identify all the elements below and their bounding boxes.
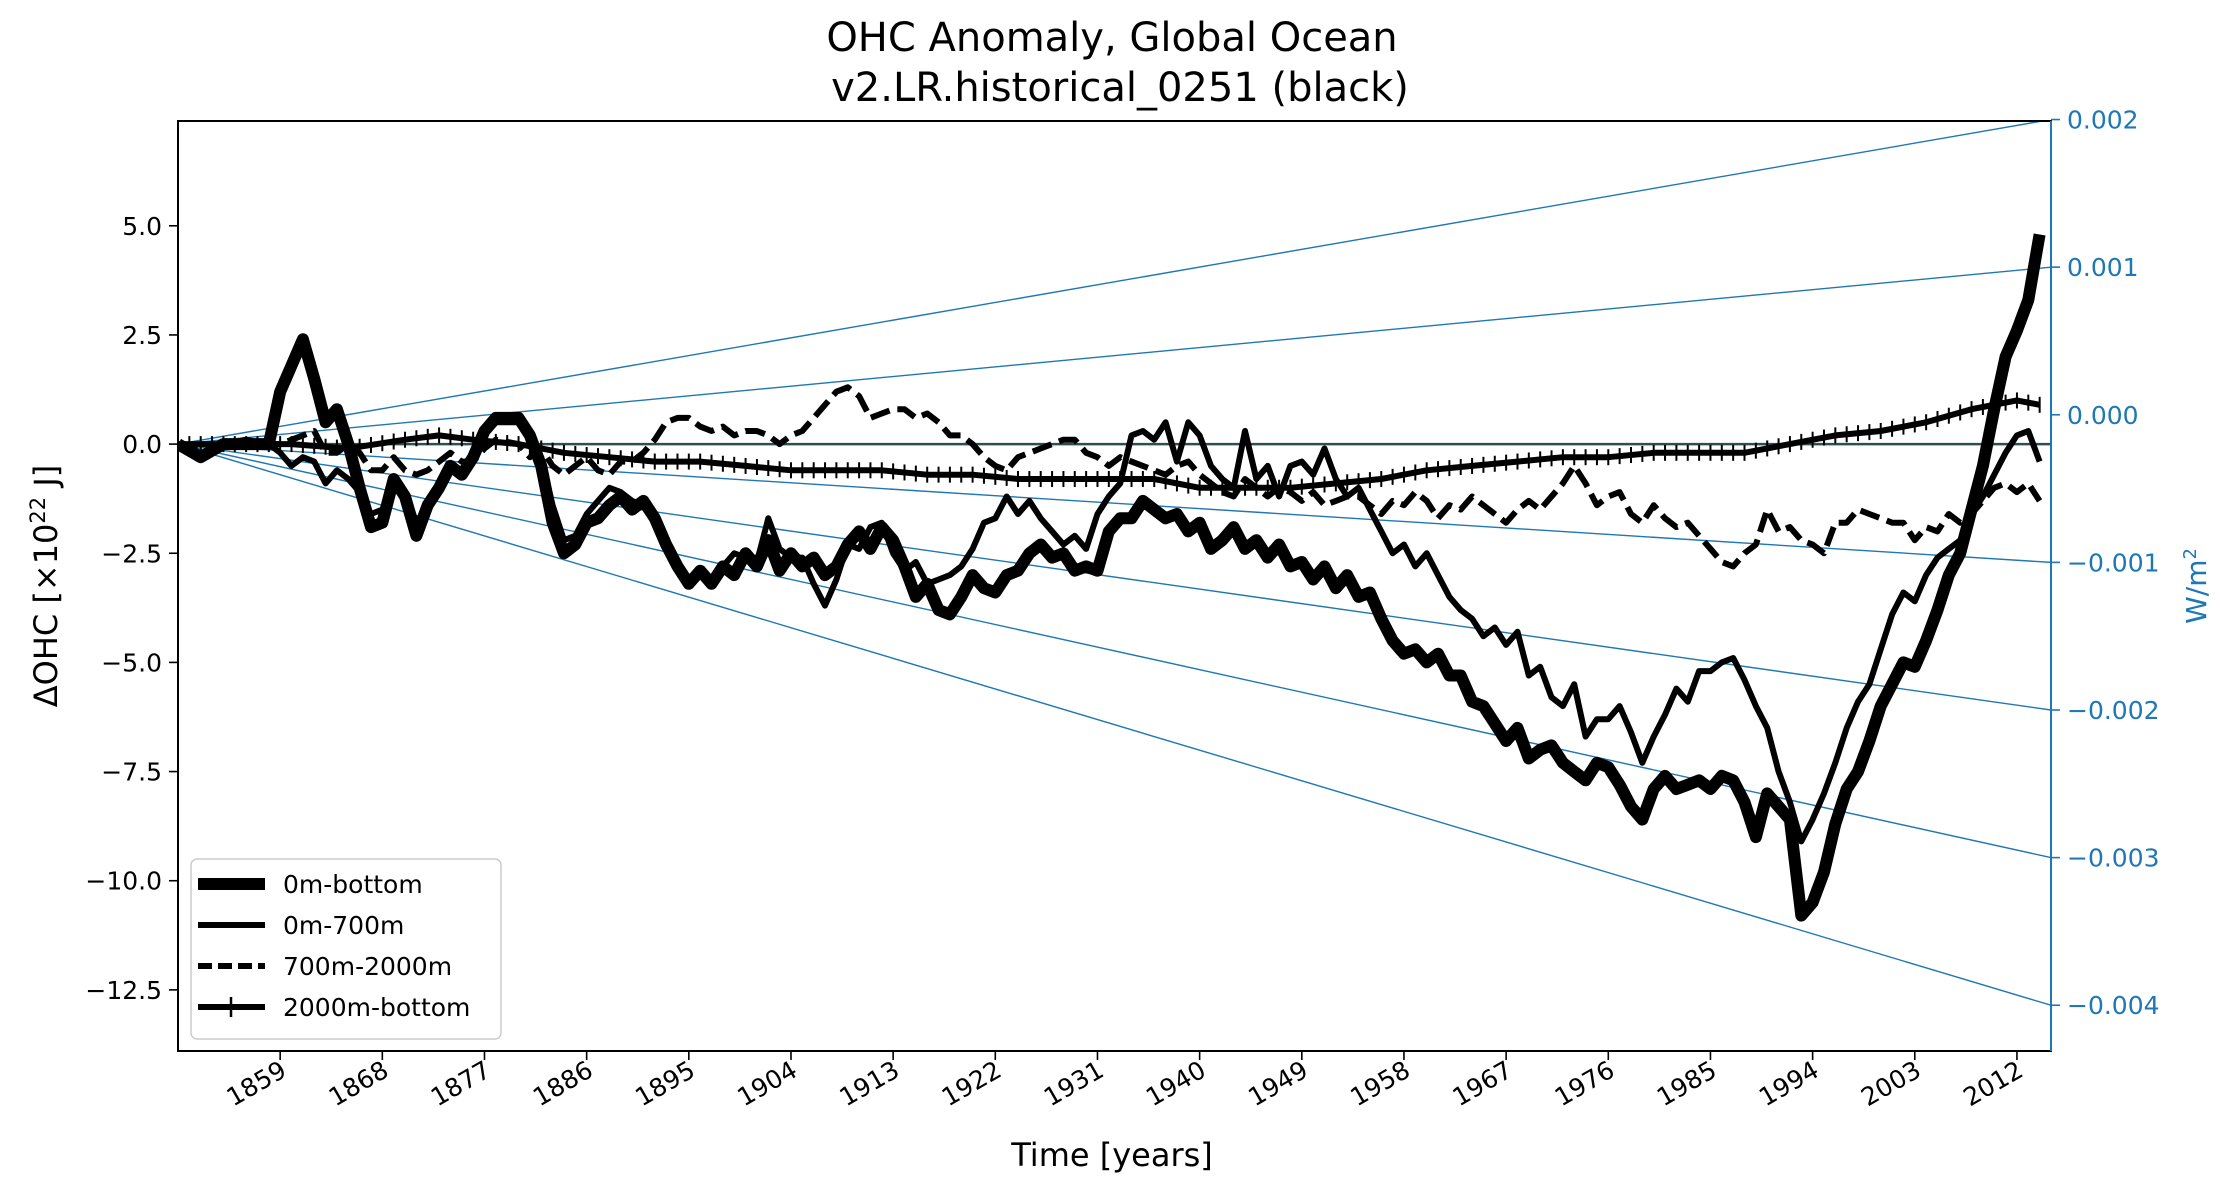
legend-box xyxy=(190,858,502,1040)
y-tick-label: −5.0 xyxy=(101,648,162,677)
reference-line-1 xyxy=(178,266,2051,445)
legend-label: 0m-bottom xyxy=(283,870,423,899)
y-tick-label: 5.0 xyxy=(122,212,162,241)
y-axis-label-main: ΔOHC [×10 xyxy=(27,524,65,708)
y-axis-label-unit: J] xyxy=(27,465,65,497)
right-tick-label: 0.002 xyxy=(2067,106,2139,135)
right-tick-label: −0.001 xyxy=(2067,548,2160,577)
legend-label: 2000m-bottom xyxy=(283,993,470,1022)
right-axis-ticks: 0.002 0.001 0.000 −0.001 −0.002 −0.003 −0.004 xyxy=(2051,106,2160,1020)
right-axis-label: W/m2 xyxy=(2180,548,2214,624)
right-tick-label: −0.003 xyxy=(2067,844,2160,873)
y-tick-label: −2.5 xyxy=(101,539,162,568)
y-tick-label: 0.0 xyxy=(122,430,162,459)
reference-line-6 xyxy=(178,443,2051,1006)
legend-label: 700m-2000m xyxy=(283,952,452,981)
right-tick-label: −0.004 xyxy=(2067,991,2160,1020)
series-layer xyxy=(178,233,2046,922)
y-axis-ticks: 5.0 2.5 0.0 −2.5 −5.0 −7.5 −10.0 −12.5 xyxy=(85,212,178,1005)
y-axis-label-exponent: 22 xyxy=(26,497,50,524)
right-tick-label: 0.001 xyxy=(2067,253,2139,282)
legend: 0m-bottom 0m-700m 700m-2000m 2000m-bottom xyxy=(190,858,502,1040)
reference-line-0 xyxy=(178,121,2047,445)
y-tick-label: 2.5 xyxy=(122,321,162,350)
chart-title: OHC Anomaly, Global Ocean xyxy=(826,15,1397,61)
chart-subtitle: v2.LR.historical_0251 (black) xyxy=(831,65,1409,111)
series-700m-2000m-line xyxy=(178,384,2043,570)
y-tick-label: −10.0 xyxy=(85,867,162,896)
y-axis-label: ΔOHC [×1022 J] xyxy=(26,465,65,708)
reference-line-3 xyxy=(178,443,2051,564)
x-axis-label: Time [years] xyxy=(1010,1136,1213,1174)
right-axis-label-exponent: 2 xyxy=(2180,548,2201,559)
right-tick-label: 0.000 xyxy=(2067,401,2139,430)
right-tick-label: −0.002 xyxy=(2067,696,2160,725)
y-tick-label: −7.5 xyxy=(101,758,162,787)
right-axis-reference-lines xyxy=(178,121,2051,1006)
y-tick-label: −12.5 xyxy=(85,976,162,1005)
right-axis-label-main: W/m xyxy=(2180,560,2213,624)
legend-label: 0m-700m xyxy=(283,911,404,940)
